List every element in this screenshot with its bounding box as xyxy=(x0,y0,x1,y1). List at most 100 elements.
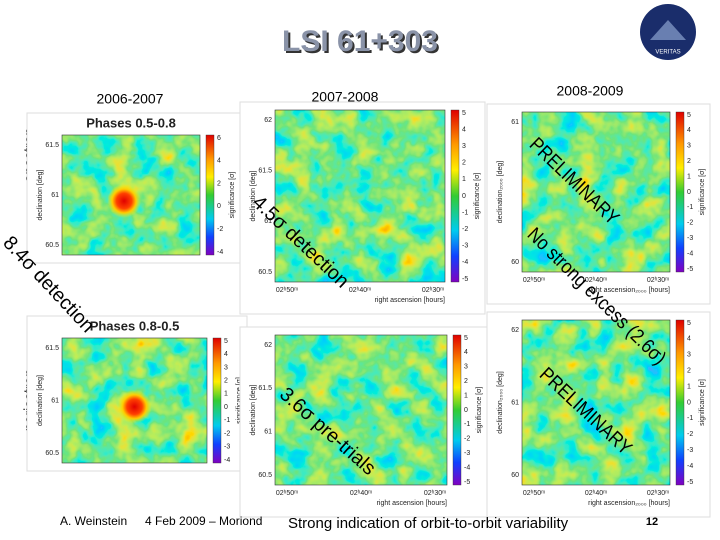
panel-title: Phases 0.5-0.8 xyxy=(86,115,176,130)
y-tick-label: 61.5 xyxy=(45,345,59,352)
y-tick-label: 61 xyxy=(511,119,519,126)
x-tick-label: 02ʰ40ᵐ xyxy=(585,490,607,497)
colorbar-tick-label: -3 xyxy=(687,235,693,242)
colorbar-tick-label: 6 xyxy=(217,135,221,142)
colorbar-tick-label: 0 xyxy=(464,407,468,414)
colorbar-tick-label: 5 xyxy=(464,335,468,342)
y-tick-label: 61 xyxy=(51,192,59,199)
colorbar-tick-label: -5 xyxy=(687,266,693,273)
colorbar-tick-label: 2 xyxy=(464,378,468,385)
hot-spot xyxy=(107,184,142,218)
colorbar-tick-label: 2 xyxy=(217,180,221,187)
x-axis-label: right ascension [hours] xyxy=(375,297,445,304)
x-tick-label: 02ʰ40ᵐ xyxy=(350,490,372,497)
significance-map xyxy=(275,335,447,485)
colorbar-tick-label: -3 xyxy=(462,243,468,250)
y-axis-label: declination [deg] xyxy=(37,375,44,426)
y-tick-label: 61.5 xyxy=(45,142,59,149)
colorbar-tick-label: -1 xyxy=(224,417,230,424)
y-tick-label: 61.5 xyxy=(258,168,272,175)
colorbar-tick-label: 4 xyxy=(687,127,691,134)
column-header: 2008-2009 xyxy=(557,83,624,99)
x-tick-label: 02ʰ50ᵐ xyxy=(276,490,298,497)
colorbar-tick-label: -2 xyxy=(462,226,468,233)
colorbar-tick-label: 4 xyxy=(224,351,228,358)
colorbar-tick-label: -4 xyxy=(462,259,468,266)
logo-text: VERITAS xyxy=(655,50,680,56)
x-tick-label: 02ʰ50ᵐ xyxy=(276,287,298,294)
colorbar-tick-label: 0 xyxy=(462,193,466,200)
x-tick-label: 02ʰ30ᵐ xyxy=(424,490,446,497)
y-tick-label: 61 xyxy=(264,429,272,436)
colorbar-tick-label: -5 xyxy=(462,276,468,283)
colorbar-tick-label: 4 xyxy=(687,336,691,343)
colorbar-tick-label: 1 xyxy=(224,391,228,398)
colorbar xyxy=(212,337,222,464)
column-header: 2006-2007 xyxy=(97,91,164,107)
y-tick-label: 60.5 xyxy=(45,450,59,457)
colorbar-tick-label: 5 xyxy=(462,110,466,117)
colorbar-tick-label: 3 xyxy=(462,143,466,150)
colorbar-tick-label: 5 xyxy=(687,320,691,327)
x-tick-label: 02ʰ30ᵐ xyxy=(647,277,669,284)
map-border xyxy=(274,334,448,486)
y-tick-label: 62 xyxy=(264,117,272,124)
colorbar xyxy=(205,134,215,256)
colorbar-tick-label: -3 xyxy=(224,444,230,451)
colorbar-tick-label: -4 xyxy=(217,249,223,256)
y-tick-label: 61 xyxy=(511,399,519,406)
y-tick-label: 61.5 xyxy=(258,385,272,392)
y-tick-label: 62 xyxy=(511,327,519,334)
colorbar-tick-label: -2 xyxy=(224,430,230,437)
colorbar-tick-label: 3 xyxy=(464,364,468,371)
map-border xyxy=(521,319,671,486)
colorbar-label: significance [σ] xyxy=(236,377,243,424)
colorbar xyxy=(675,319,685,486)
x-tick-label: 02ʰ50ᵐ xyxy=(523,277,545,284)
significance-map xyxy=(522,112,670,272)
colorbar-tick-label: 0 xyxy=(217,203,221,210)
y-axis-label: declination [deg] xyxy=(37,169,44,220)
map-border xyxy=(61,337,208,464)
y-tick-label: 60.5 xyxy=(45,242,59,249)
x-axis-label: right ascension [hours] xyxy=(377,500,447,507)
colorbar-tick-label: 5 xyxy=(224,338,228,345)
map-border xyxy=(274,109,446,283)
colorbar-tick-label: -5 xyxy=(464,479,470,486)
significance-map xyxy=(522,320,670,485)
y-tick-label: 61 xyxy=(264,218,272,225)
y-tick-label: 60.5 xyxy=(258,269,272,276)
colorbar-tick-label: -3 xyxy=(687,447,693,454)
colorbar-tick-label: 1 xyxy=(462,176,466,183)
x-tick-label: 02ʰ40ᵐ xyxy=(585,277,607,284)
colorbar-tick-label: 4 xyxy=(464,349,468,356)
x-tick-label: 02ʰ50ᵐ xyxy=(523,490,545,497)
y-tick-label: 60.5 xyxy=(258,472,272,479)
y-tick-label: 62 xyxy=(264,342,272,349)
footer-author: A. Weinstein xyxy=(60,514,127,528)
page-number: 12 xyxy=(646,516,658,528)
y-tick-label: 61 xyxy=(51,397,59,404)
colorbar-tick-label: 2 xyxy=(687,368,691,375)
significance-map xyxy=(275,110,445,282)
colorbar-tick-label: 1 xyxy=(687,173,691,180)
colorbar-tick-label: 3 xyxy=(224,364,228,371)
x-axis-label: right ascension₂₀₀₀ [hours] xyxy=(588,287,670,294)
colorbar-tick-label: 3 xyxy=(687,143,691,150)
colorbar-tick-label: 0 xyxy=(687,399,691,406)
colorbar-label: significance [σ] xyxy=(474,173,481,220)
footer-summary: Strong indication of orbit-to-orbit vari… xyxy=(288,515,569,532)
title-shadow: LSI 61+303 xyxy=(284,27,440,60)
colorbar-tick-label: 5 xyxy=(687,112,691,119)
colorbar-tick-label: 1 xyxy=(464,392,468,399)
colorbar-tick-label: -5 xyxy=(687,479,693,486)
colorbar-tick-label: 2 xyxy=(224,378,228,385)
title: LSI 61+303 xyxy=(282,25,438,58)
y-axis-label: declination [deg] xyxy=(250,384,257,435)
x-tick-label: 02ʰ40ᵐ xyxy=(349,287,371,294)
x-axis-label: right ascension₂₀₀₀ [hours] xyxy=(588,500,670,507)
colorbar-tick-label: -2 xyxy=(464,436,470,443)
colorbar xyxy=(452,334,462,486)
panel-title: Phases 0.8-0.5 xyxy=(90,318,180,333)
colorbar-tick-label: -4 xyxy=(464,464,470,471)
